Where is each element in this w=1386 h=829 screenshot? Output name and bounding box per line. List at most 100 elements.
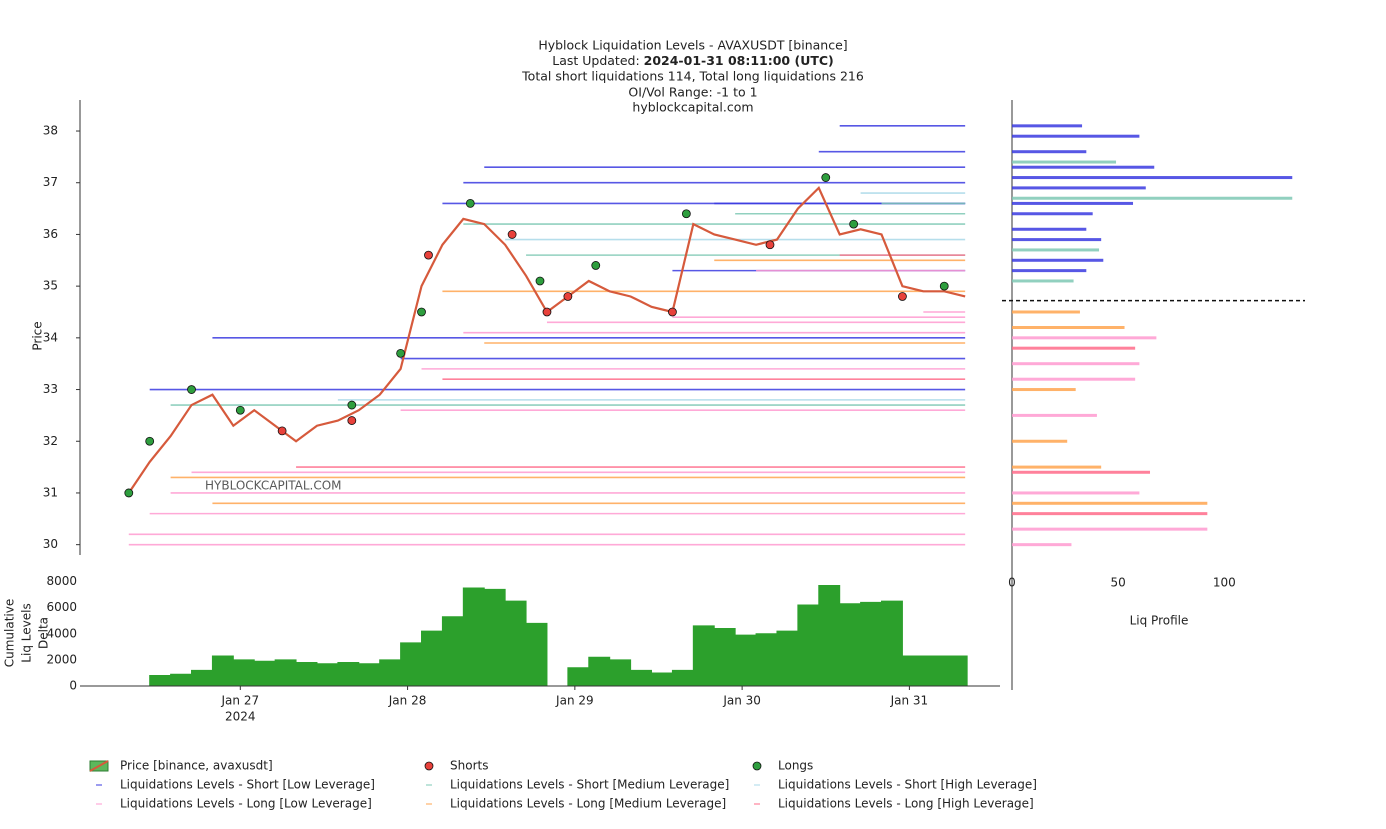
- profile-bar: [1012, 165, 1155, 169]
- profile-bar: [1012, 160, 1117, 164]
- y-axis-label: Cumulative: [3, 599, 17, 668]
- y-tick-label: 38: [43, 124, 58, 138]
- levels-layer: [128, 125, 966, 546]
- y-tick-label: 0: [69, 679, 77, 693]
- y-tick-label: 34: [43, 330, 58, 344]
- profile-bar: [1012, 186, 1146, 190]
- x-tick-label: Jan 27: [221, 694, 260, 708]
- delta-area: [128, 584, 968, 687]
- liq-marker: [396, 348, 406, 358]
- profile-bar: [1012, 413, 1097, 417]
- y-tick-label: 30: [43, 537, 58, 551]
- updated-time: 2024-01-31 08:11:00 (UTC): [644, 53, 834, 68]
- profile-bar: [1012, 543, 1072, 547]
- x-tick-label: 50: [1111, 576, 1126, 590]
- profile-bar: [1012, 150, 1087, 154]
- liq-marker: [535, 276, 545, 286]
- profile-bar: [1012, 238, 1102, 242]
- profile-bar: [1012, 336, 1157, 340]
- title-totals: Total short liquidations 114, Total long…: [521, 69, 864, 84]
- liq-marker: [821, 173, 831, 182]
- title-range: OI/Vol Range: -1 to 1: [628, 85, 757, 100]
- profile-bar: [1012, 491, 1140, 495]
- profile-bar: [1012, 377, 1136, 381]
- y-tick-label: 35: [43, 279, 58, 293]
- y-tick-label: 2000: [46, 652, 77, 666]
- profile-bar: [1012, 362, 1140, 366]
- y-tick-label: 36: [43, 227, 58, 241]
- x-tick-label: 0: [1008, 576, 1016, 590]
- title-updated: Last Updated: 2024-01-31 08:11:00 (UTC): [552, 53, 834, 68]
- liq-marker: [507, 230, 517, 239]
- profile-bar: [1012, 512, 1208, 516]
- legend-label: Shorts: [450, 759, 488, 773]
- liq-marker: [124, 488, 134, 498]
- y-axis-label: Price: [31, 321, 45, 350]
- profile-bar: [1012, 527, 1208, 531]
- profile-bar: [1012, 227, 1087, 231]
- legend-swatch-line: [89, 760, 109, 772]
- x-tick-label: Jan 29: [555, 694, 594, 708]
- y-tick-label: 4000: [46, 626, 77, 640]
- profile-bar: [1012, 388, 1076, 392]
- liq-marker: [563, 292, 573, 301]
- profile-bar: [1012, 134, 1140, 138]
- legend-label: Longs: [778, 759, 813, 773]
- y-tick-label: 33: [43, 382, 58, 396]
- liq-marker: [235, 405, 245, 415]
- liq-marker: [849, 219, 859, 229]
- legend-label: Liquidations Levels - Short [Medium Leve…: [450, 778, 729, 792]
- liq-marker: [417, 307, 426, 317]
- liq-marker: [939, 281, 949, 291]
- profile-bar: [1012, 346, 1136, 350]
- y-axis-label: Delta: [37, 617, 51, 649]
- profile-bar: [1012, 326, 1125, 329]
- liq-marker: [145, 436, 155, 446]
- liq-marker: [347, 400, 357, 410]
- x-year-label: 2024: [225, 710, 256, 724]
- liq-marker: [765, 240, 775, 250]
- title: Hyblock Liquidation Levels - AVAXUSDT [b…: [538, 38, 847, 53]
- liq-marker: [668, 307, 677, 317]
- legend-label: Price [binance, avaxusdt]: [120, 759, 273, 773]
- liq-marker: [187, 385, 196, 394]
- legend-label: Liquidations Levels - Short [Low Leverag…: [120, 778, 375, 792]
- profile-bar: [1012, 470, 1151, 474]
- liq-marker: [277, 426, 287, 436]
- y-tick-label: 8000: [46, 574, 77, 588]
- x-axis-label: Liq Profile: [1130, 614, 1189, 628]
- legend-label: Liquidations Levels - Long [Low Leverage…: [120, 797, 372, 811]
- liq-marker: [347, 416, 357, 425]
- profile-bar: [1012, 465, 1102, 469]
- y-tick-label: 31: [43, 485, 58, 499]
- profile-bar: [1012, 501, 1208, 505]
- x-tick-label: Jan 28: [388, 694, 427, 708]
- legend-swatch: [424, 761, 434, 771]
- x-tick-label: 100: [1213, 576, 1236, 590]
- profile-bar: [1012, 258, 1104, 262]
- profile-bar: [1012, 176, 1293, 180]
- legend-label: Liquidations Levels - Long [High Leverag…: [778, 797, 1034, 811]
- profile-bar: [1012, 310, 1080, 314]
- profile-bar: [1012, 279, 1074, 283]
- price-line: [127, 186, 966, 494]
- profile-bar: [1012, 124, 1083, 128]
- y-tick-label: 32: [43, 434, 58, 448]
- x-tick-label: Jan 30: [722, 694, 761, 708]
- updated-label: Last Updated:: [552, 53, 643, 68]
- profile-bar: [1012, 439, 1068, 443]
- x-tick-label: Jan 31: [890, 694, 929, 708]
- profile-bar: [1012, 196, 1293, 200]
- title-site: hyblockcapital.com: [632, 100, 753, 115]
- profile-bar: [1012, 248, 1100, 252]
- profile-bar: [1012, 269, 1087, 273]
- profile-bar: [1012, 201, 1134, 205]
- legend-label: Liquidations Levels - Short [High Levera…: [778, 778, 1037, 792]
- y-tick-label: 6000: [46, 600, 77, 614]
- liq-marker: [898, 292, 907, 301]
- liq-marker: [424, 250, 433, 260]
- legend-swatch: [752, 761, 762, 771]
- legend-label: Liquidations Levels - Long [Medium Lever…: [450, 797, 726, 811]
- liq-marker: [542, 307, 552, 317]
